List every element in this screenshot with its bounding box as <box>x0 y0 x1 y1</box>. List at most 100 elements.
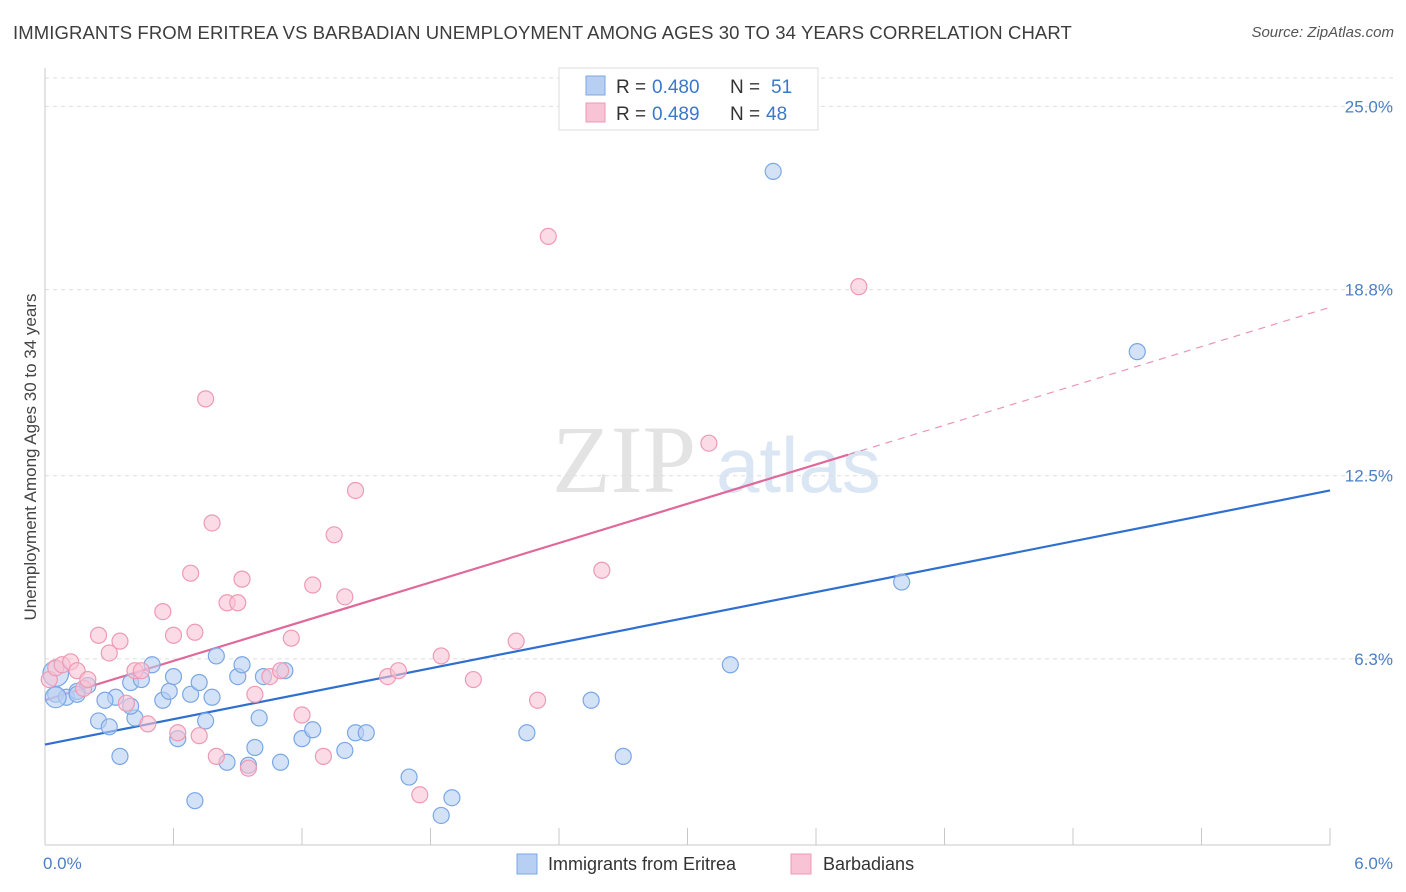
legend-r-label-2: R = <box>616 104 646 125</box>
barbadians-point <box>79 670 97 689</box>
barbadians-point <box>325 526 343 544</box>
barbadians-point <box>164 626 183 644</box>
barbadians-point <box>539 227 557 245</box>
x-tick-label-max: 6.0% <box>1354 854 1393 873</box>
barbadians-point <box>314 747 333 765</box>
barbadians-point <box>89 626 108 644</box>
eritrea-point <box>443 789 461 807</box>
barbadians-point <box>336 588 354 606</box>
barbadians-point <box>111 632 129 650</box>
barbadians-point <box>182 564 200 582</box>
eritrea-point <box>1128 343 1146 361</box>
eritrea-point <box>400 768 418 786</box>
barbadians-point <box>850 278 868 296</box>
barbadians-point <box>186 623 204 641</box>
eritrea-point <box>164 668 183 686</box>
barbadians-point <box>233 570 251 588</box>
legend: R = 0.480 N = 51 R = 0.489 N = 48 <box>558 67 819 131</box>
eritrea-point <box>111 747 129 765</box>
barbadians-point <box>304 576 322 594</box>
barbadians-point <box>132 662 150 680</box>
barbadians-point <box>229 594 247 612</box>
legend-r-value-2: 0.489 <box>652 104 700 125</box>
barbadians-point <box>197 390 215 408</box>
y-tick-label: 12.5% <box>1345 467 1393 486</box>
eritrea-point <box>518 724 536 742</box>
legend-n-label-1: N = <box>730 77 760 98</box>
watermark: ZIP atlas <box>552 406 881 513</box>
eritrea-point <box>271 753 290 771</box>
barbadians-point <box>507 632 525 650</box>
eritrea-point <box>614 747 632 765</box>
eritrea-point <box>197 712 215 730</box>
y-tick-labels: 6.3% 12.5% 18.8% 25.0% <box>1345 97 1393 668</box>
eritrea-point <box>357 724 375 742</box>
barbadians-point <box>246 685 264 703</box>
barbadians-point <box>271 662 290 680</box>
barbadians-point <box>203 514 221 532</box>
barbadians-point <box>700 434 718 452</box>
legend-n-value-1: 51 <box>771 77 792 98</box>
eritrea-point <box>246 738 264 757</box>
watermark-atlas: atlas <box>716 421 881 509</box>
eritrea-point <box>233 656 251 674</box>
eritrea-point <box>432 806 450 825</box>
legend-n-label-2: N = <box>730 104 760 125</box>
trend-line-extension-1 <box>847 306 1331 456</box>
legend-n-value-2: 48 <box>766 104 787 125</box>
eritrea-point <box>336 741 354 760</box>
legend-swatch-barbadians <box>585 102 606 123</box>
eritrea-point <box>182 685 200 703</box>
barbadians-point <box>207 747 225 765</box>
barbadians-point <box>154 603 172 621</box>
barbadians-point <box>282 629 300 647</box>
eritrea-point <box>207 647 225 665</box>
barbadians-point <box>346 481 365 500</box>
bottom-legend-swatch-eritrea <box>516 853 538 875</box>
y-tick-label: 6.3% <box>1354 650 1393 669</box>
chart-title: IMMIGRANTS FROM ERITREA VS BARBADIAN UNE… <box>13 22 1072 43</box>
eritrea-point <box>44 686 67 709</box>
bottom-legend-label-barbadians: Barbadians <box>823 854 914 874</box>
barbadians-point <box>100 644 118 662</box>
eritrea-point <box>203 688 221 706</box>
barbadians-point <box>464 670 482 689</box>
chart-source: Source: ZipAtlas.com <box>1251 24 1394 41</box>
y-tick-label: 18.8% <box>1345 281 1393 300</box>
legend-r-label-1: R = <box>616 77 646 98</box>
barbadians-point <box>117 694 135 712</box>
bottom-legend-label-eritrea: Immigrants from Eritrea <box>548 854 737 874</box>
eritrea-point <box>160 682 178 700</box>
trend-lines <box>44 306 1331 746</box>
y-tick-label: 25.0% <box>1345 97 1393 116</box>
barbadians-point <box>593 561 611 579</box>
eritrea-point <box>764 162 782 181</box>
eritrea-point <box>96 691 114 709</box>
barbadians-point <box>293 706 311 724</box>
barbadians-point <box>389 662 407 680</box>
barbadians-point <box>528 691 547 709</box>
trend-line-0 <box>44 489 1331 746</box>
bottom-legend-swatch-barbadians <box>790 853 812 875</box>
eritrea-point <box>721 656 739 674</box>
barbadians-point <box>411 786 429 804</box>
eritrea-point <box>582 691 600 709</box>
legend-swatch-eritrea <box>585 75 606 96</box>
eritrea-point <box>250 709 268 727</box>
eritrea-point <box>304 721 322 739</box>
barbadians-point <box>190 727 208 745</box>
x-ticks <box>173 828 1331 845</box>
watermark-zip: ZIP <box>552 406 696 513</box>
y-axis-label: Unemployment Among Ages 30 to 34 years <box>21 294 40 621</box>
x-tick-label-min: 0.0% <box>43 854 82 873</box>
barbadians-point <box>169 724 187 742</box>
trend-line-1 <box>44 453 849 702</box>
barbadians-point <box>432 647 450 665</box>
barbadians-point <box>239 759 258 777</box>
barbadians-point <box>139 715 157 733</box>
data-points <box>40 162 1146 825</box>
bottom-legend: Immigrants from Eritrea Barbadians <box>516 853 914 875</box>
legend-r-value-1: 0.480 <box>652 77 700 98</box>
eritrea-point <box>100 718 118 736</box>
eritrea-point <box>186 792 204 810</box>
